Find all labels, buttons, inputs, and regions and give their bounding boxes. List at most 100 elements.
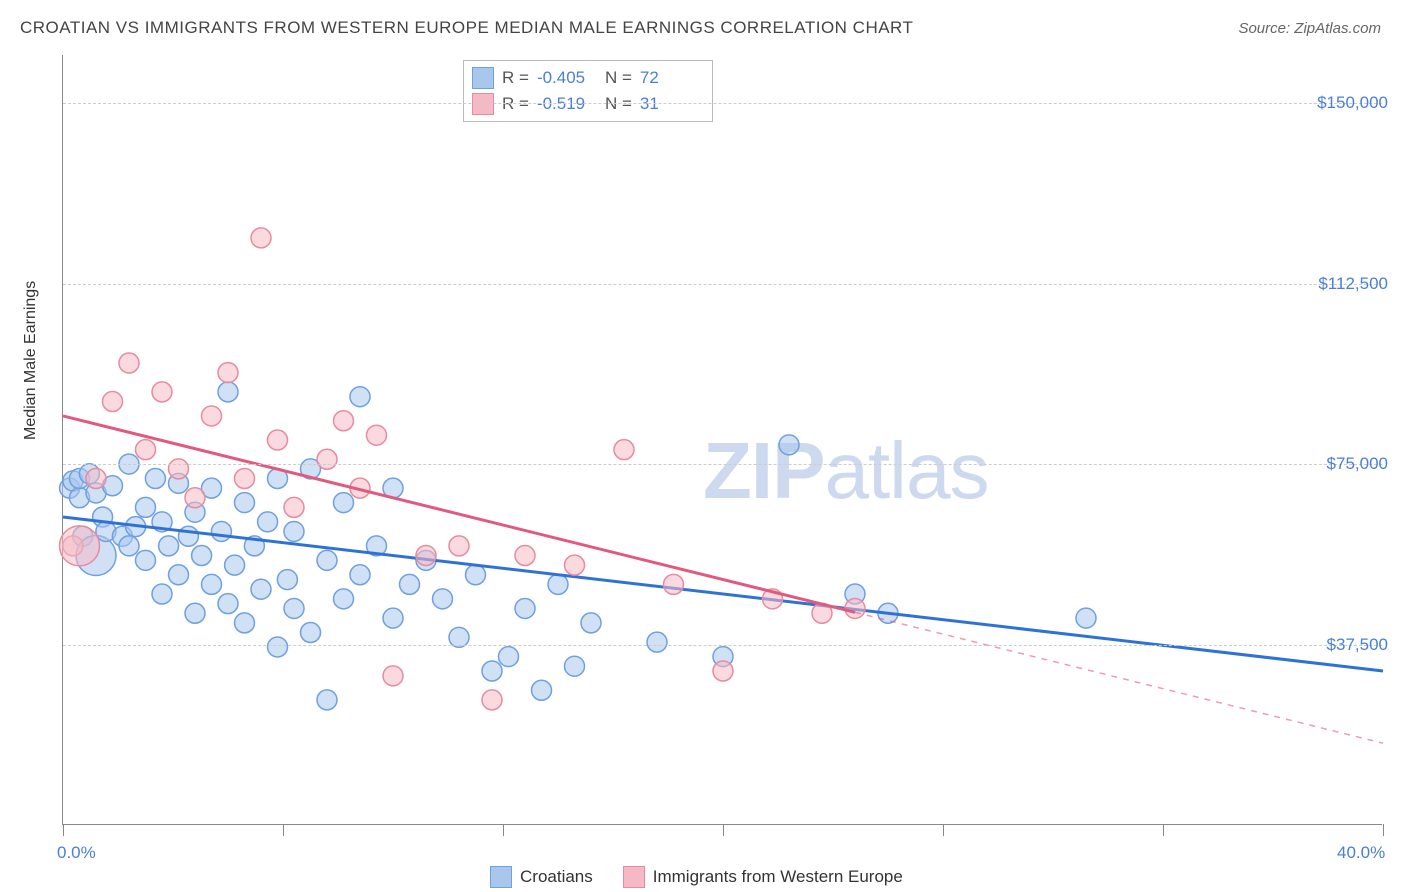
data-point [1076, 608, 1096, 628]
data-point [218, 594, 238, 614]
data-point [235, 469, 255, 489]
x-tick [1383, 824, 1384, 836]
data-point [647, 632, 667, 652]
legend-item: Immigrants from Western Europe [623, 866, 903, 888]
data-point [86, 469, 106, 489]
data-point [383, 608, 403, 628]
plot-area: ZIPatlas R =-0.405N =72R =-0.519N =31 [62, 55, 1382, 825]
data-point [565, 555, 585, 575]
data-point [433, 589, 453, 609]
data-point [664, 574, 684, 594]
data-point [548, 574, 568, 594]
data-point [119, 536, 139, 556]
data-point [482, 690, 502, 710]
data-point [152, 382, 172, 402]
data-point [532, 680, 552, 700]
data-point [400, 574, 420, 594]
x-tick-label: 0.0% [57, 843, 96, 863]
gridline [63, 464, 1382, 465]
data-point [251, 228, 271, 248]
data-point [416, 546, 436, 566]
regression-line-dashed [855, 612, 1383, 743]
data-point [317, 449, 337, 469]
data-point [383, 666, 403, 686]
data-point [449, 536, 469, 556]
data-point [367, 425, 387, 445]
data-point [268, 430, 288, 450]
data-point [60, 526, 100, 566]
chart-title: CROATIAN VS IMMIGRANTS FROM WESTERN EURO… [20, 18, 913, 38]
legend-swatch [490, 866, 512, 888]
data-point [119, 353, 139, 373]
data-point [169, 459, 189, 479]
x-tick [63, 824, 64, 836]
legend-bottom: Croatians Immigrants from Western Europe [490, 866, 903, 888]
y-tick-label: $150,000 [1317, 93, 1388, 113]
x-tick [503, 824, 504, 836]
data-point [159, 536, 179, 556]
data-point [192, 546, 212, 566]
chart-svg [63, 55, 1382, 824]
data-point [225, 555, 245, 575]
x-tick-label: 40.0% [1337, 843, 1385, 863]
data-point [334, 411, 354, 431]
y-tick-label: $37,500 [1327, 635, 1388, 655]
stat-r-label: R = [502, 65, 529, 91]
x-tick [283, 824, 284, 836]
data-point [211, 521, 231, 541]
data-point [218, 363, 238, 383]
data-point [845, 598, 865, 618]
data-point [317, 550, 337, 570]
data-point [515, 598, 535, 618]
data-point [466, 565, 486, 585]
data-point [235, 613, 255, 633]
gridline [63, 645, 1382, 646]
source-attribution: Source: ZipAtlas.com [1238, 20, 1381, 37]
stat-r-value: -0.405 [537, 65, 597, 91]
data-point [713, 661, 733, 681]
data-point [581, 613, 601, 633]
data-point [136, 497, 156, 517]
data-point [482, 661, 502, 681]
data-point [136, 550, 156, 570]
data-point [284, 598, 304, 618]
data-point [152, 584, 172, 604]
y-tick-label: $75,000 [1327, 454, 1388, 474]
data-point [565, 656, 585, 676]
data-point [268, 637, 288, 657]
legend-swatch [623, 866, 645, 888]
gridline [63, 284, 1382, 285]
x-tick [943, 824, 944, 836]
data-point [185, 488, 205, 508]
gridline [63, 103, 1382, 104]
data-point [202, 574, 222, 594]
y-tick-label: $112,500 [1318, 274, 1388, 294]
legend-swatch [472, 67, 494, 89]
data-point [301, 623, 321, 643]
x-tick [723, 824, 724, 836]
data-point [499, 647, 519, 667]
data-point [202, 406, 222, 426]
legend-label: Immigrants from Western Europe [653, 867, 903, 887]
legend-label: Croatians [520, 867, 593, 887]
data-point [334, 589, 354, 609]
data-point [284, 521, 304, 541]
data-point [251, 579, 271, 599]
data-point [334, 493, 354, 513]
data-point [350, 565, 370, 585]
data-point [779, 435, 799, 455]
x-tick [1163, 824, 1164, 836]
data-point [103, 392, 123, 412]
stats-box: R =-0.405N =72R =-0.519N =31 [463, 60, 713, 122]
data-point [258, 512, 278, 532]
stat-n-value: 72 [640, 65, 700, 91]
data-point [169, 565, 189, 585]
data-point [277, 570, 297, 590]
data-point [614, 440, 634, 460]
y-axis-label: Median Male Earnings [22, 281, 40, 440]
legend-item: Croatians [490, 866, 593, 888]
data-point [145, 469, 165, 489]
data-point [515, 546, 535, 566]
stats-row: R =-0.405N =72 [472, 65, 700, 91]
data-point [284, 497, 304, 517]
